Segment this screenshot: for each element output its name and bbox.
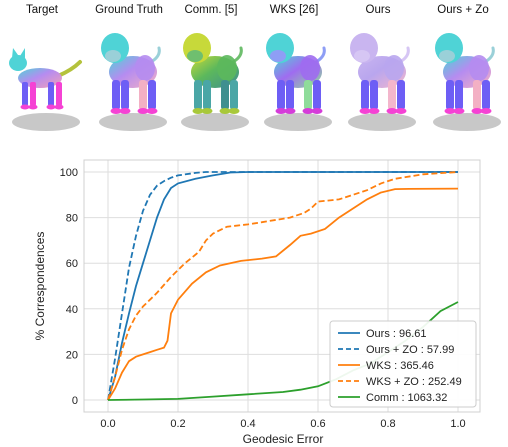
legend-entry: WKS : 365.46 [366, 360, 434, 372]
column-label: Comm. [5] [169, 4, 253, 16]
x-tick-label: 0.8 [380, 418, 395, 430]
legend-entry: Ours : 96.61 [366, 328, 427, 340]
lion-render [87, 18, 171, 136]
x-tick-label: 0.4 [240, 418, 255, 430]
y-tick-labels: 0 20 40 60 80 100 [60, 167, 78, 407]
x-axis-label: Geodesic Error [243, 432, 324, 445]
legend-entry: WKS + ZO : 252.49 [366, 376, 462, 388]
column-label: Ours [336, 4, 420, 16]
model-body [433, 33, 501, 131]
model-body [99, 33, 167, 131]
y-tick-label: 0 [72, 395, 78, 407]
lion-render [421, 18, 505, 136]
model-body [264, 33, 332, 131]
column-label: WKS [26] [252, 4, 336, 16]
model-body [348, 33, 416, 131]
model-body [181, 33, 249, 131]
legend-entry: Comm : 1063.32 [366, 392, 447, 404]
x-tick-labels: 0.0 0.2 0.4 0.6 0.8 1.0 [100, 418, 465, 430]
y-tick-label: 20 [66, 349, 78, 361]
legend-entry: Ours + ZO : 57.99 [366, 344, 454, 356]
lion-render [169, 18, 253, 136]
y-axis-label: % Correspondences [33, 232, 47, 341]
y-tick-label: 40 [66, 304, 78, 316]
target-cat-render [0, 18, 84, 136]
y-tick-label: 100 [60, 167, 78, 179]
column-label: Ground Truth [87, 4, 171, 16]
x-tick-label: 1.0 [450, 418, 465, 430]
x-tick-label: 0.2 [170, 418, 185, 430]
lion-render [336, 18, 420, 136]
chart-legend: Ours : 96.61 Ours + ZO : 57.99 WKS : 365.4… [330, 321, 476, 407]
lion-render [252, 18, 336, 136]
y-tick-label: 60 [66, 258, 78, 270]
x-tick-label: 0.0 [100, 418, 115, 430]
geodesic-error-chart: 0.0 0.2 0.4 0.6 0.8 1.0 0 20 40 60 80 100 Geodesic… [0, 155, 508, 445]
y-tick-label: 80 [66, 213, 78, 225]
x-tick-label: 0.6 [310, 418, 325, 430]
column-label: Ours + Zo [421, 4, 505, 16]
model-body [9, 48, 80, 131]
column-label: Target [0, 4, 84, 16]
